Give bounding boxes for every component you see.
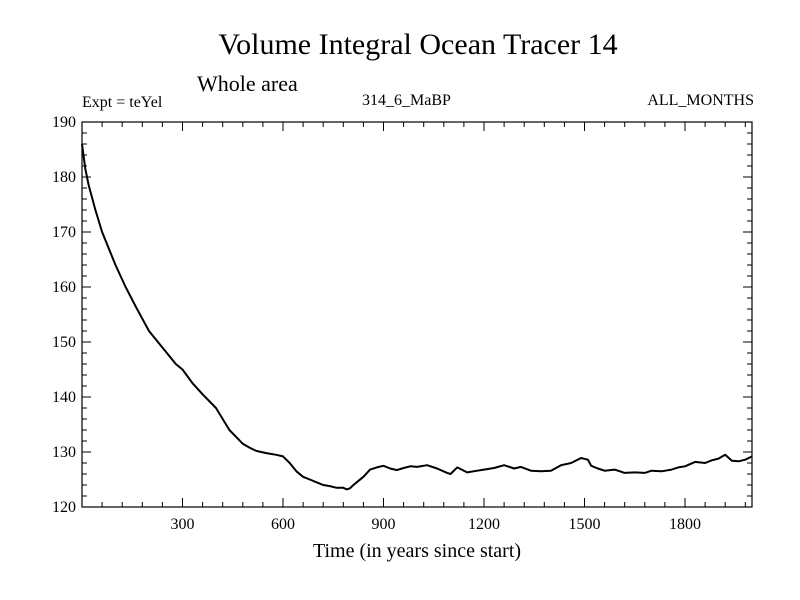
x-tick-label: 300	[171, 516, 195, 533]
tick-labels: 120 130 140 150 160 170 180 190 300 600 900 1200 150…	[52, 114, 701, 533]
y-tick-label: 190	[52, 114, 76, 131]
x-tick-label: 1800	[669, 516, 701, 533]
x-tick-label: 1200	[468, 516, 500, 533]
x-tick-label: 900	[372, 516, 396, 533]
y-tick-label: 120	[52, 499, 76, 516]
y-tick-label: 160	[52, 279, 76, 296]
experiment-label: Expt = teYel	[82, 94, 163, 111]
x-axis-label: Time (in years since start)	[312, 540, 522, 562]
y-tick-label: 170	[52, 224, 76, 241]
y-tick-label: 180	[52, 169, 76, 186]
x-tick-label: 1500	[569, 516, 601, 533]
chart-subtitle: Whole area	[197, 71, 298, 96]
series-line-tracer-14	[81, 143, 753, 491]
x-tick-label: 600	[271, 516, 295, 533]
y-tick-label: 140	[52, 389, 76, 406]
months-label: ALL_MONTHS	[647, 92, 754, 109]
chart-title: Volume Integral Ocean Tracer 14	[218, 28, 618, 61]
y-tick-label: 130	[52, 444, 76, 461]
y-tick-label: 150	[52, 334, 76, 351]
axis-ticks	[82, 121, 752, 508]
case-label: 314_6_MaBP	[362, 92, 451, 109]
plot-frame	[81, 121, 753, 508]
